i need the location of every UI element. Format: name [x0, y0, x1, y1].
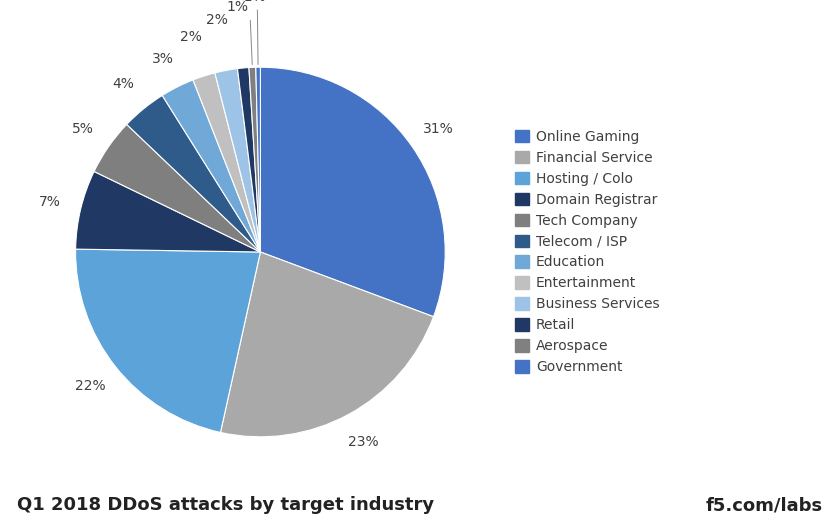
Wedge shape: [260, 67, 445, 317]
Text: 2%: 2%: [181, 30, 202, 45]
Wedge shape: [94, 124, 260, 252]
Wedge shape: [76, 172, 260, 252]
Text: 22%: 22%: [76, 379, 106, 393]
Text: 2%: 2%: [206, 13, 228, 27]
Text: f5.com/labs: f5.com/labs: [706, 497, 823, 514]
Wedge shape: [256, 67, 260, 252]
Wedge shape: [193, 73, 260, 252]
Text: 4%: 4%: [113, 78, 134, 91]
Wedge shape: [127, 96, 260, 252]
Text: 1%: 1%: [227, 1, 249, 14]
Text: 7%: 7%: [39, 195, 61, 209]
Text: 23%: 23%: [349, 435, 379, 449]
Wedge shape: [238, 68, 260, 252]
Wedge shape: [162, 80, 260, 252]
Wedge shape: [249, 67, 260, 252]
Text: 3%: 3%: [152, 52, 174, 66]
Wedge shape: [220, 252, 433, 437]
Wedge shape: [215, 69, 260, 252]
Text: <1%: <1%: [233, 0, 266, 4]
Text: 5%: 5%: [71, 122, 94, 136]
Text: Q1 2018 DDoS attacks by target industry: Q1 2018 DDoS attacks by target industry: [17, 497, 434, 514]
Legend: Online Gaming, Financial Service, Hosting / Colo, Domain Registrar, Tech Company: Online Gaming, Financial Service, Hostin…: [511, 125, 664, 379]
Text: 31%: 31%: [423, 122, 454, 136]
Wedge shape: [76, 249, 260, 433]
